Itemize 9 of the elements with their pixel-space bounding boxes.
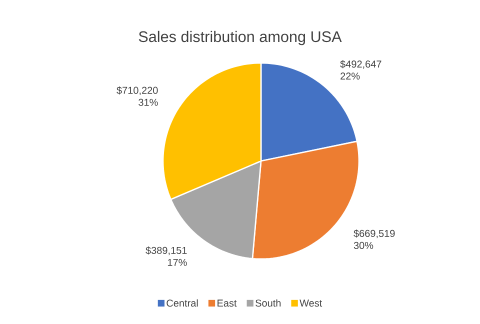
- data-label: $492,647 22%: [340, 60, 382, 80]
- data-label: $389,151 17%: [146, 246, 187, 266]
- data-label: $710,220 31%: [116, 86, 158, 106]
- data-label: $669,519 30%: [354, 229, 395, 249]
- legend-label: East: [218, 300, 237, 307]
- legend-label: West: [300, 300, 322, 307]
- legend-label: Central: [166, 299, 198, 307]
- chart-title: Sales distribution among USA: [138, 30, 342, 46]
- legend-label: South: [256, 299, 281, 307]
